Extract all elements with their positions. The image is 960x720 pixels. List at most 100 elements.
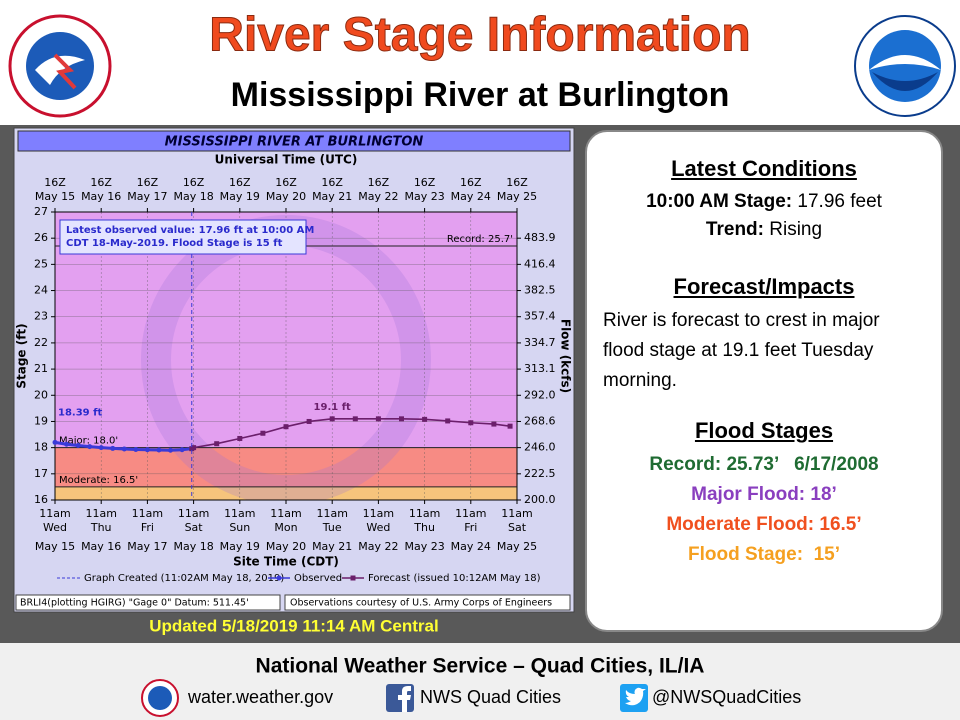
x-weekday: Sat (185, 521, 204, 534)
x-top-utc: 16Z (183, 176, 205, 189)
x-hour: 11am (178, 507, 209, 520)
plot-border (54, 211, 518, 501)
section-heading: Latest Conditions (671, 156, 857, 181)
trend-value: Rising (769, 219, 823, 240)
data-point (52, 439, 58, 445)
data-point (75, 443, 81, 449)
data-point (260, 430, 266, 436)
footer-title: National Weather Service – Quad Cities, … (256, 655, 705, 678)
threshold-label: Moderate: 16.5' (59, 475, 138, 486)
footer-nws-icon (141, 679, 179, 717)
x-hour: 11am (224, 507, 255, 520)
y2-tick-label: 268.6 (524, 414, 556, 427)
x-top-utc: 16Z (460, 176, 482, 189)
flood-stage-item: Moderate Flood: 16.5’ (666, 514, 862, 535)
series-line (191, 418, 511, 450)
data-point (87, 444, 93, 450)
x-weekday: Fri (141, 521, 154, 534)
trend-label: Trend: (705, 219, 764, 240)
noaa-logo (854, 15, 956, 117)
y2-tick-label: 357.4 (524, 310, 556, 323)
x-top-date: May 21 (312, 190, 352, 203)
stage-label: 10:00 AM Stage: (646, 191, 793, 212)
x-weekday: Tue (322, 521, 342, 534)
data-point (507, 423, 513, 429)
legend-label: Graph Created (11:02AM May 18, 2019) (84, 573, 284, 584)
x-top-date: May 18 (173, 190, 213, 203)
footer-link[interactable]: NWS Quad Cities (420, 687, 561, 707)
data-point (422, 416, 428, 422)
y2-tick-label: 246.0 (524, 441, 556, 454)
x-tick-label: May 15 (35, 540, 75, 553)
y-tick-label: 25 (34, 257, 48, 270)
annotation-box (59, 219, 307, 255)
x-weekday: Thu (413, 521, 435, 534)
legend-label: Forecast (issued 10:12AM May 18) (368, 573, 541, 584)
x-top-date: May 16 (81, 190, 121, 203)
x-hour: 11am (363, 507, 394, 520)
x-weekday: Sun (229, 521, 250, 534)
y2-tick-label: 483.9 (524, 231, 556, 244)
note-box (284, 594, 571, 611)
data-point (121, 446, 127, 452)
footer-link[interactable]: water.weather.gov (187, 687, 333, 707)
data-point (98, 445, 104, 451)
y-tick-label: 16 (34, 493, 48, 506)
data-point (214, 441, 220, 447)
y-tick-label: 20 (34, 388, 48, 401)
y-tick-label: 21 (34, 362, 48, 375)
x-top-utc: 16Z (137, 176, 159, 189)
x-top-date: May 15 (35, 190, 75, 203)
x-top-utc: 16Z (414, 176, 436, 189)
y-tick-label: 19 (34, 414, 48, 427)
twitter-icon (620, 684, 648, 712)
legend-label: Observed (294, 573, 342, 584)
x-top-utc: 16Z (44, 176, 66, 189)
x-hour: 11am (85, 507, 116, 520)
x-top-utc: 16Z (229, 176, 251, 189)
threshold-label: Record: 25.7' (447, 234, 513, 245)
flood-stage-item: Major Flood: 18’ (691, 484, 837, 505)
header-bg (0, 0, 960, 125)
footer-link[interactable]: @NWSQuadCities (652, 687, 801, 707)
y-tick-label: 24 (34, 284, 48, 297)
x-hour: 11am (39, 507, 70, 520)
data-point (445, 418, 451, 424)
x-weekday: Wed (43, 521, 67, 534)
x-weekday: Mon (274, 521, 297, 534)
y-tick-label: 17 (34, 467, 48, 480)
data-point (399, 416, 404, 422)
y-tick-label: 18 (34, 441, 48, 454)
x-top-date: May 23 (404, 190, 444, 203)
x-hour: 11am (270, 507, 301, 520)
chart-title-bar (17, 130, 571, 152)
y2-axis-title: Flow (kcfs) (559, 319, 573, 393)
x-weekday: Thu (90, 521, 112, 534)
x-top-date: May 25 (497, 190, 537, 203)
x-top-date: May 19 (220, 190, 260, 203)
legend-marker (350, 575, 356, 581)
x-top-date: May 20 (266, 190, 306, 203)
x-hour: 11am (409, 507, 440, 520)
datum-note: BRLI4(plotting HGIRG) "Gage 0" Datum: 51… (20, 598, 249, 609)
y-tick-label: 27 (34, 205, 48, 218)
stage-value: 17.96 feet (797, 191, 882, 212)
x-axis-title: Site Time (CDT) (233, 555, 339, 569)
x-tick-label: May 21 (312, 540, 352, 553)
x-weekday: Sat (508, 521, 527, 534)
x-hour: 11am (455, 507, 486, 520)
y-tick-label: 23 (34, 310, 48, 323)
data-point (237, 435, 243, 441)
nws-logo (8, 14, 112, 118)
x-hour: 11am (501, 507, 532, 520)
x-top-utc: 16Z (321, 176, 343, 189)
data-point (375, 416, 381, 422)
x-top-utc: 16Z (275, 176, 297, 189)
y-tick-label: 22 (34, 336, 48, 349)
x-hour: 11am (316, 507, 347, 520)
x-top-utc: 16Z (368, 176, 390, 189)
data-point (110, 445, 116, 451)
data-point (468, 420, 474, 426)
chart-title: MISSISSIPPI RIVER AT BURLINGTON (165, 135, 424, 150)
page-title: River Stage Information (209, 9, 750, 62)
